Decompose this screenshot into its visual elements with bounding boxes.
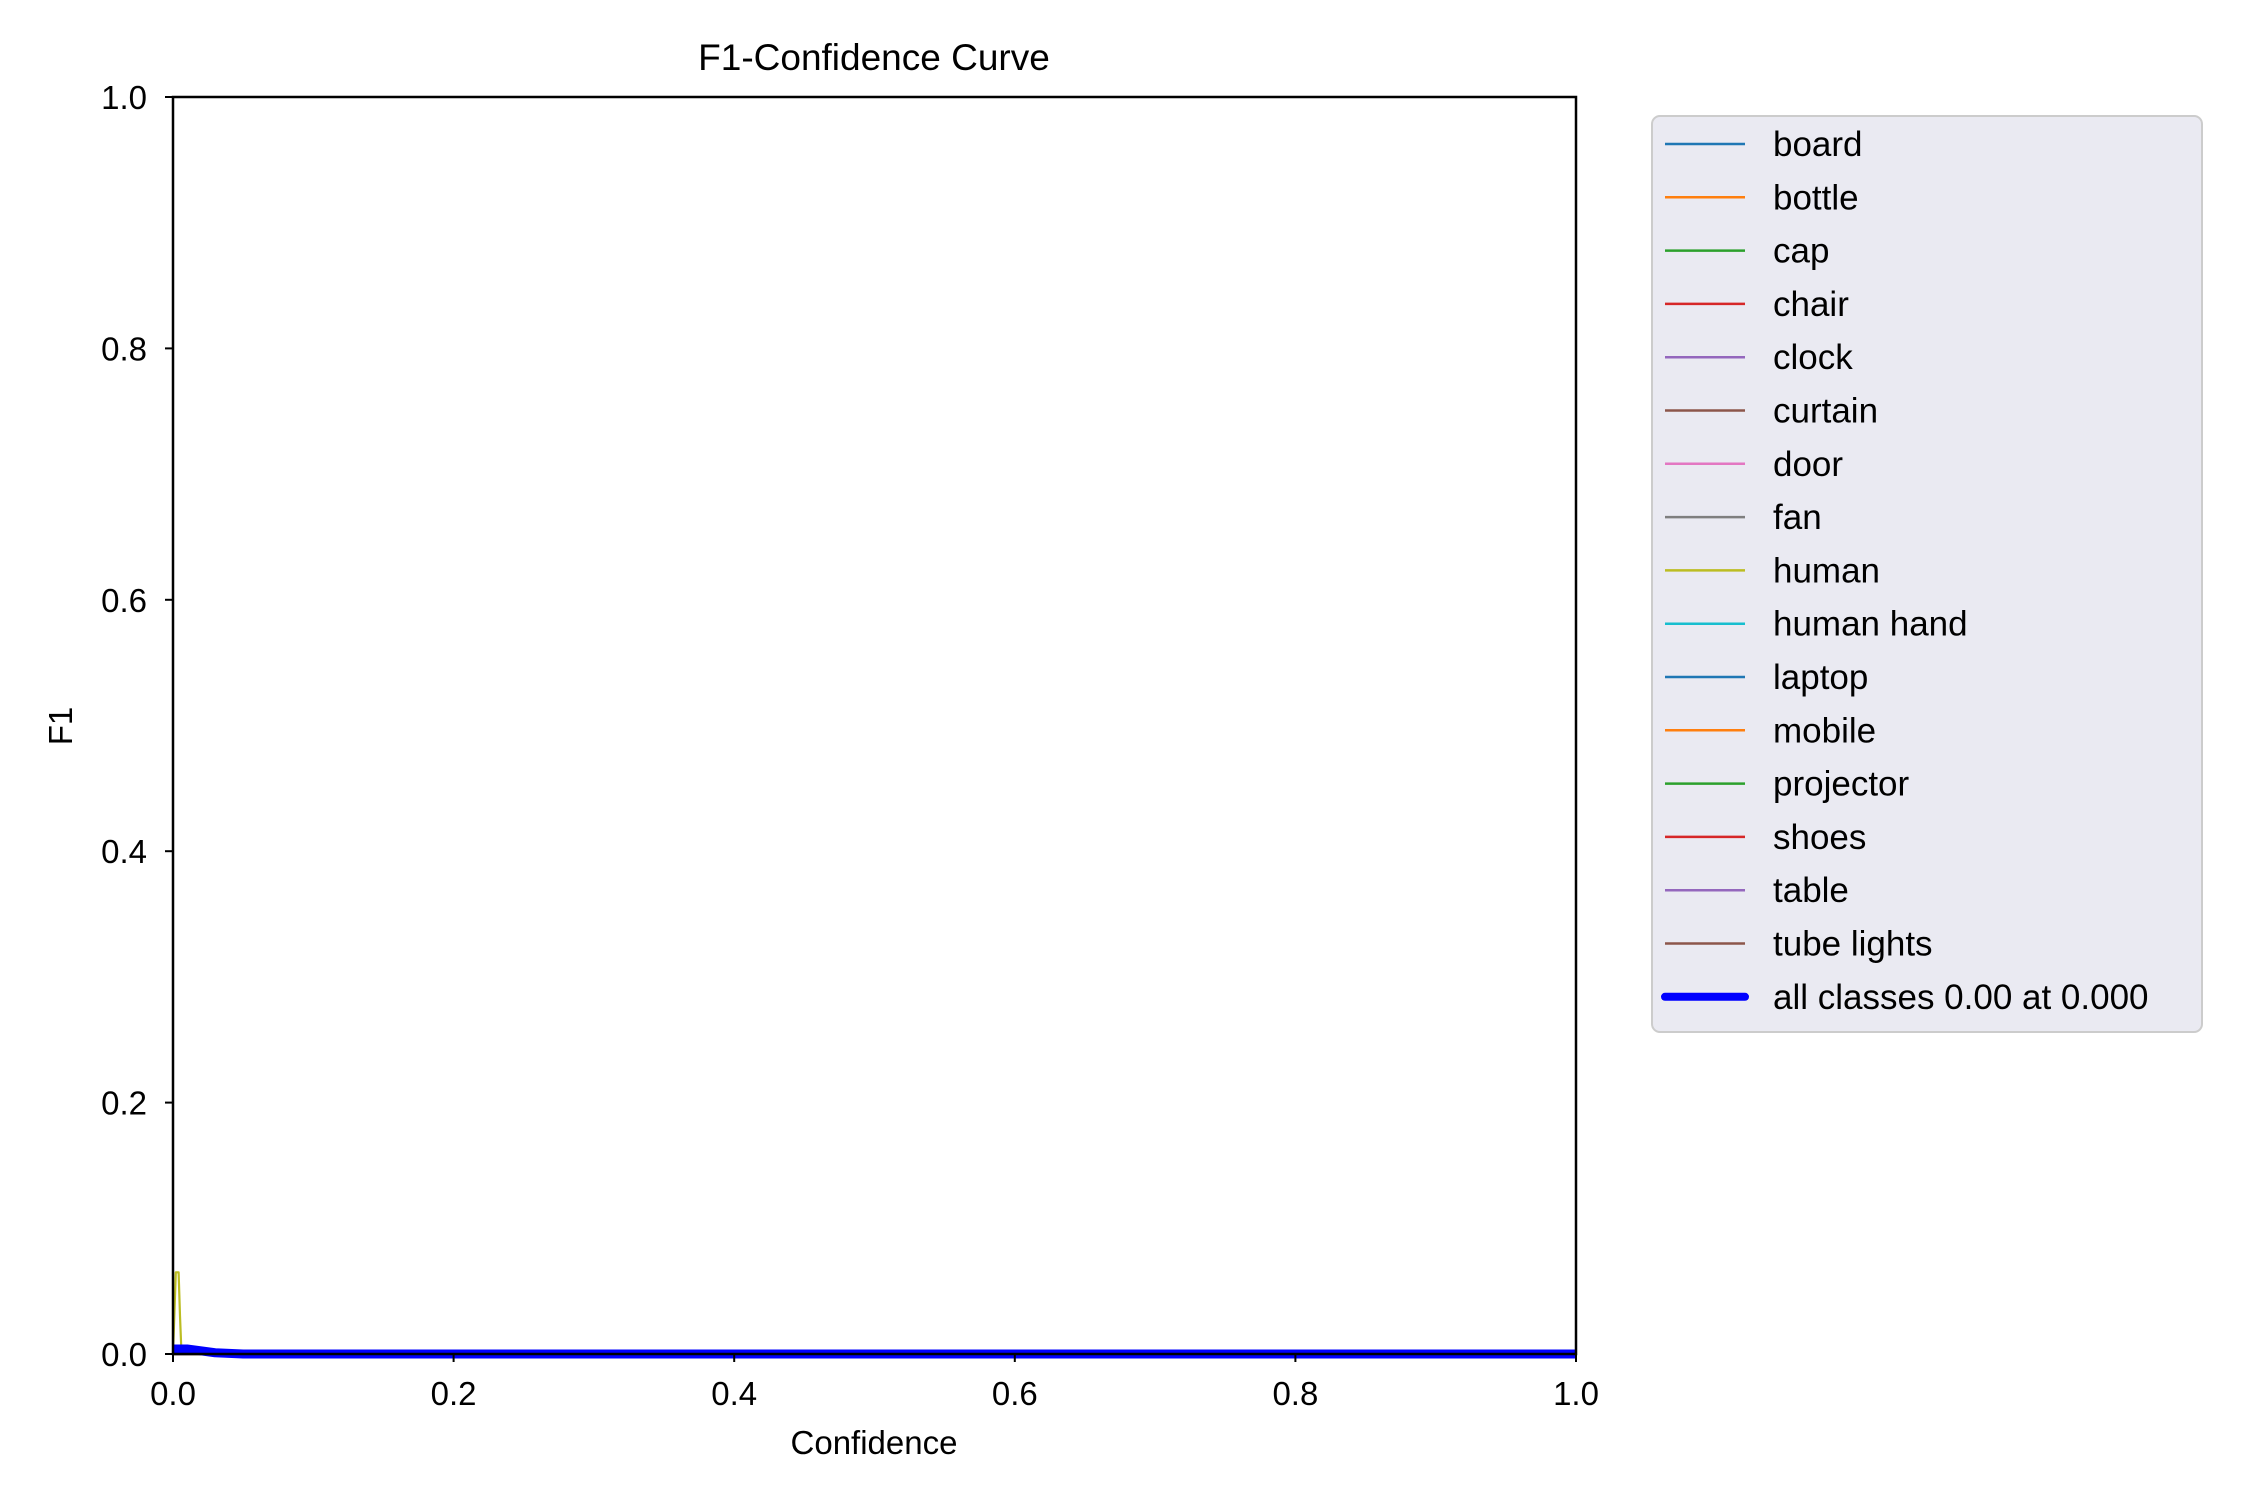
- x-tick-label: 0.2: [431, 1375, 477, 1412]
- legend-item-mobile: mobile: [1665, 711, 1876, 750]
- legend-item-clock: clock: [1665, 338, 1853, 377]
- legend-item-shoes: shoes: [1665, 818, 1866, 857]
- legend-label: tube lights: [1773, 925, 1933, 964]
- legend-label: mobile: [1773, 711, 1876, 750]
- legend-item-door: door: [1665, 445, 1843, 484]
- legend-label: projector: [1773, 765, 1910, 804]
- legend-item-cap: cap: [1665, 232, 1829, 271]
- legend-item-table: table: [1665, 871, 1849, 910]
- legend-label: chair: [1773, 285, 1849, 324]
- legend-label: laptop: [1773, 658, 1868, 697]
- x-tick-label: 0.4: [711, 1375, 757, 1412]
- legend-item-fan: fan: [1665, 498, 1822, 537]
- y-tick-label: 0.0: [101, 1336, 147, 1373]
- legend-item-tube-lights: tube lights: [1665, 925, 1933, 964]
- legend-item-human-hand: human hand: [1665, 605, 1968, 644]
- legend-label: cap: [1773, 232, 1829, 271]
- plot-frame: [171, 95, 1578, 1356]
- x-tick-label: 0.8: [1272, 1375, 1318, 1412]
- legend-label: fan: [1773, 498, 1822, 537]
- legend-item-projector: projector: [1665, 765, 1910, 804]
- legend-items: board bottle cap chair clock curtain door fan hu…: [1661, 125, 2149, 1017]
- legend-item-human: human: [1665, 551, 1880, 590]
- legend-item-curtain: curtain: [1665, 392, 1878, 431]
- legend-label: all classes 0.00 at 0.000: [1773, 978, 2149, 1017]
- y-tick-label: 0.6: [101, 582, 147, 619]
- legend-label: door: [1773, 445, 1843, 484]
- y-axis-ticks: 0.0 0.2 0.4 0.6 0.8 1.0: [101, 79, 173, 1373]
- legend-label: board: [1773, 125, 1863, 164]
- legend-label: bottle: [1773, 178, 1859, 217]
- legend-label: human: [1773, 551, 1880, 590]
- x-tick-label: 1.0: [1553, 1375, 1599, 1412]
- legend-item-board: board: [1665, 125, 1863, 164]
- x-axis-label: Confidence: [791, 1424, 958, 1461]
- x-axis-ticks: 0.0 0.2 0.4 0.6 0.8 1.0: [150, 1354, 1599, 1412]
- y-axis-label: F1: [42, 707, 79, 746]
- legend-item-all-classes-0-00-at-0-000: all classes 0.00 at 0.000: [1661, 978, 2149, 1017]
- legend-item-chair: chair: [1665, 285, 1849, 324]
- legend-box: [1651, 115, 2203, 1033]
- y-tick-label: 0.2: [101, 1085, 147, 1122]
- legend-item-laptop: laptop: [1665, 658, 1868, 697]
- x-tick-label: 0.6: [992, 1375, 1038, 1412]
- legend-label: shoes: [1773, 818, 1866, 857]
- y-tick-label: 0.8: [101, 330, 147, 367]
- legend-item-bottle: bottle: [1665, 178, 1859, 217]
- legend-label: table: [1773, 871, 1849, 910]
- legend-label: clock: [1773, 338, 1853, 377]
- legend-label: human hand: [1773, 605, 1968, 644]
- x-tick-label: 0.0: [150, 1375, 196, 1412]
- y-tick-label: 0.4: [101, 833, 147, 870]
- legend: board bottle cap chair clock curtain door fan hu…: [1651, 115, 2203, 1033]
- y-tick-label: 1.0: [101, 79, 147, 116]
- chart-title: F1-Confidence Curve: [698, 37, 1050, 78]
- legend-label: curtain: [1773, 392, 1878, 431]
